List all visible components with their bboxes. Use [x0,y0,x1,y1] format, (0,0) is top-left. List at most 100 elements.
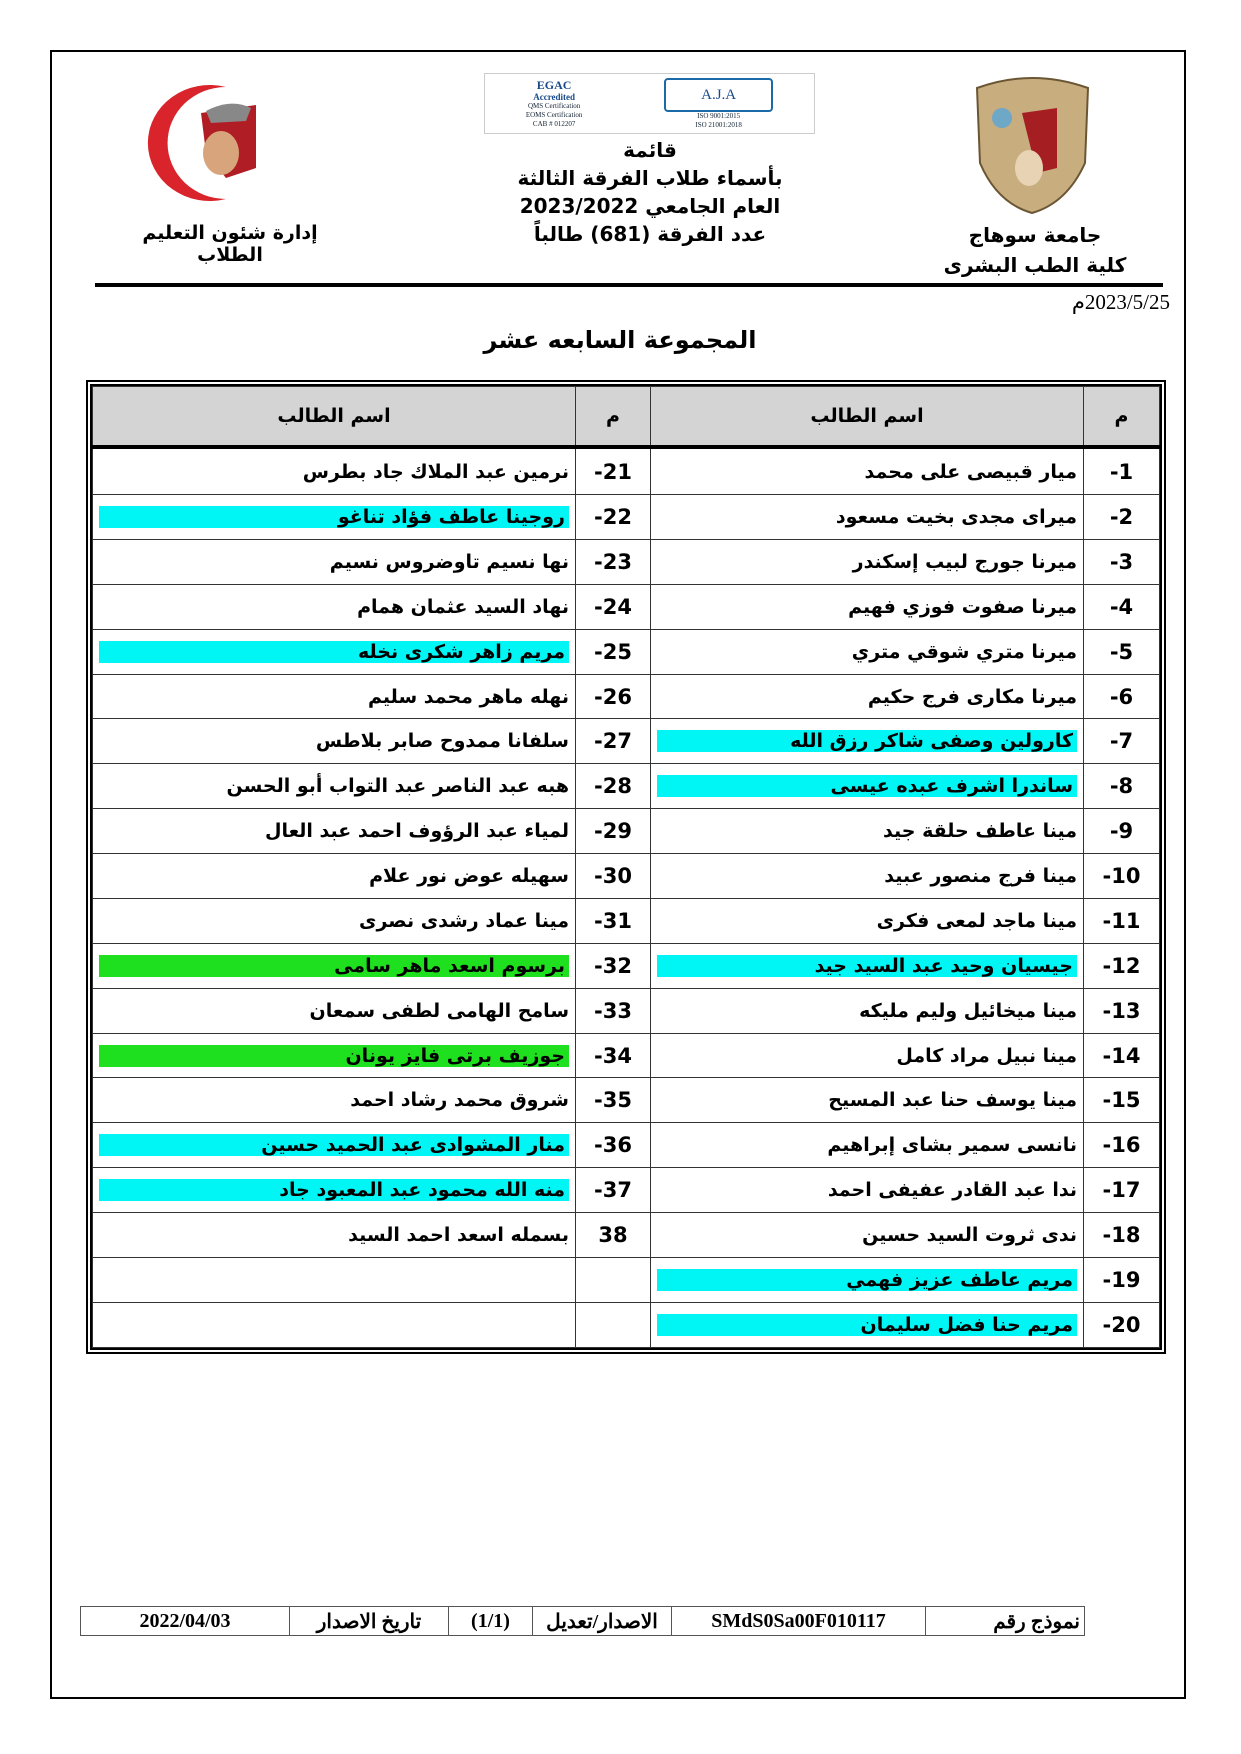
table-row: -10 مينا فرج منصور عبيد -30 سهيله عوض نور ع… [92,853,1160,899]
table-row: -9 مينا عاطف حلقة جيد -29 لمياء عبد الرؤوف … [92,808,1160,855]
student-name-cell: مريم حنا فضل سليمان [650,1301,1084,1349]
student-name-cell: كارولين وصفى شاكر رزق الله [650,718,1084,765]
table-row: -1 ميار قبيصى على محمد -21 نرمين عبد الملاك… [92,446,1160,496]
student-number: -11 [1083,897,1160,944]
student-number: -4 [1083,583,1160,630]
student-name: ميرنا مكارى فرج حكيم [867,685,1077,708]
student-name-cell: لمياء عبد الرؤوف احمد عبد العال [92,808,576,855]
student-number: -10 [1083,853,1160,899]
student-name: سلفانا ممدوح صابر بلاطس [315,730,569,753]
student-name-cell: جيسيان وحيد عبد السيد جيد [650,942,1084,989]
student-number: -22 [575,494,651,540]
table-row: -18 ندى ثروت السيد حسين 38 بسمله اسعد احمد … [92,1212,1160,1258]
student-name: مينا ماجد لمعى فكرى [876,909,1077,932]
student-name-cell: مينا عاطف حلقة جيد [650,808,1084,855]
table-row: -2 ميراى مجدى بخيت مسعود -22 روجينا عاطف فؤ… [92,494,1160,540]
student-name-cell: نها نسيم تاوضروس نسيم [92,538,576,585]
certification-logos: EGAC Accredited QMS Certification EOMS C… [484,73,815,134]
student-name: نانسى سمير بشاى إبراهيم [827,1134,1077,1157]
student-name: ندى ثروت السيد حسين [862,1224,1077,1247]
header-name-left: اسم الطالب [92,386,576,449]
student-number: -9 [1083,808,1160,855]
department-name: إدارة شئون التعليم الطلاب [142,222,318,266]
aja-logo: A.J.A ISO 9001:2015 ISO 21001:2018 [664,77,774,130]
student-number: -31 [575,897,651,944]
table-row: -7 كارولين وصفى شاكر رزق الله -27 سلفانا مم… [92,718,1160,765]
table-row: -5 ميرنا متري شوقي متري -25 مريم زاهر شكرى … [92,628,1160,675]
issue-date-label: تاريخ الاصدار [289,1606,449,1636]
student-name: نرمين عبد الملاك جاد بطرس [302,460,569,483]
student-name-cell: ساندرا اشرف عبده عيسى [650,763,1084,810]
student-name: ندا عبد القادر عفيفى احمد [827,1179,1077,1202]
student-number: -29 [575,808,651,855]
student-name: منار المشوادى عبد الحميد حسين [99,1134,569,1157]
student-number: -3 [1083,538,1160,585]
student-number: 38 [575,1212,651,1258]
student-number: -25 [575,628,651,675]
student-name-cell: ميرنا جورج لبيب إسكندر [650,538,1084,585]
form-footer: نموذج رقم SMdS0Sa00F010117 الاصدار/تعديل… [80,1606,1085,1636]
student-name-cell: ميرنا مكارى فرج حكيم [650,673,1084,720]
student-number: -15 [1083,1077,1160,1124]
student-name-cell: نرمين عبد الملاك جاد بطرس [92,446,576,496]
student-name: مينا نبيل مراد كامل [896,1044,1077,1067]
student-name-cell: ميراى مجدى بخيت مسعود [650,494,1084,540]
issue-date: 2022/04/03 [80,1606,290,1636]
student-number: -36 [575,1122,651,1169]
student-name-cell: نهاد السيد عثمان همام [92,583,576,630]
student-number: -34 [575,1032,651,1079]
student-name: مريم عاطف عزيز فهمي [657,1268,1077,1291]
student-name: كارولين وصفى شاكر رزق الله [657,730,1077,753]
table-row: -13 مينا ميخائيل وليم مليكه -33 سامح الهامى… [92,987,1160,1034]
student-name: سهيله عوض نور علام [369,865,569,888]
student-name-cell: منه الله محمود عبد المعبود جاد [92,1167,576,1214]
form-number: SMdS0Sa00F010117 [671,1606,926,1636]
university-logo [967,73,1098,218]
student-name: مينا فرج منصور عبيد [884,865,1077,888]
student-name-cell: ميرنا صفوت فوزي فهيم [650,583,1084,630]
student-name: مينا عماد رشدى نصرى [359,909,569,932]
student-name: ميرنا متري شوقي متري [851,640,1077,663]
student-number: -21 [575,446,651,496]
edition-value: (1/1) [448,1606,533,1636]
student-name-cell: مريم عاطف عزيز فهمي [650,1256,1084,1303]
table-row: -4 ميرنا صفوت فوزي فهيم -24 نهاد السيد عثما… [92,583,1160,630]
student-name-cell: مينا ماجد لمعى فكرى [650,897,1084,944]
student-name-cell [92,1256,576,1303]
students-table: م اسم الطالب م اسم الطالب -1 ميار قبيصى ع… [86,380,1166,1354]
student-number: -13 [1083,987,1160,1034]
student-name-cell: نهله ماهر محمد سليم [92,673,576,720]
student-number: -5 [1083,628,1160,675]
student-name: ساندرا اشرف عبده عيسى [657,775,1077,798]
header-num-right: م [1083,386,1160,449]
student-name: سامح الهامى لطفى سمعان [309,999,569,1022]
student-name: جيسيان وحيد عبد السيد جيد [657,954,1077,977]
student-number: -33 [575,987,651,1034]
table-row: -17 ندا عبد القادر عفيفى احمد -37 منه الله … [92,1167,1160,1214]
student-number: -37 [575,1167,651,1214]
student-number: -2 [1083,494,1160,540]
student-number: -1 [1083,446,1160,496]
student-name: برسوم اسعد ماهر سامى [99,954,569,977]
student-name: مريم حنا فضل سليمان [657,1313,1077,1336]
student-name: ميرنا جورج لبيب إسكندر [852,550,1077,573]
document-date: 2023/5/25م [1071,290,1170,314]
student-number: -8 [1083,763,1160,810]
student-name-cell: برسوم اسعد ماهر سامى [92,942,576,989]
student-number: -23 [575,538,651,585]
edition-label: الاصدار/تعديل [532,1606,672,1636]
faculty-name: كلية الطب البشرى [943,253,1127,277]
document-title: قائمة بأسماء طلاب الفرقة الثالثة العام ا… [517,138,783,246]
student-number: -16 [1083,1122,1160,1169]
table-row: -6 ميرنا مكارى فرج حكيم -26 نهله ماهر محمد … [92,673,1160,720]
student-name-cell: مينا نبيل مراد كامل [650,1032,1084,1079]
student-number: -18 [1083,1212,1160,1258]
student-name-cell [92,1301,576,1349]
student-name-cell: نانسى سمير بشاى إبراهيم [650,1122,1084,1169]
student-name: ميرنا صفوت فوزي فهيم [848,595,1077,618]
student-name: نها نسيم تاوضروس نسيم [329,550,569,573]
header-num-left: م [575,386,651,449]
student-name: مينا عاطف حلقة جيد [883,820,1077,843]
student-number: -6 [1083,673,1160,720]
student-name: نهله ماهر محمد سليم [368,685,569,708]
